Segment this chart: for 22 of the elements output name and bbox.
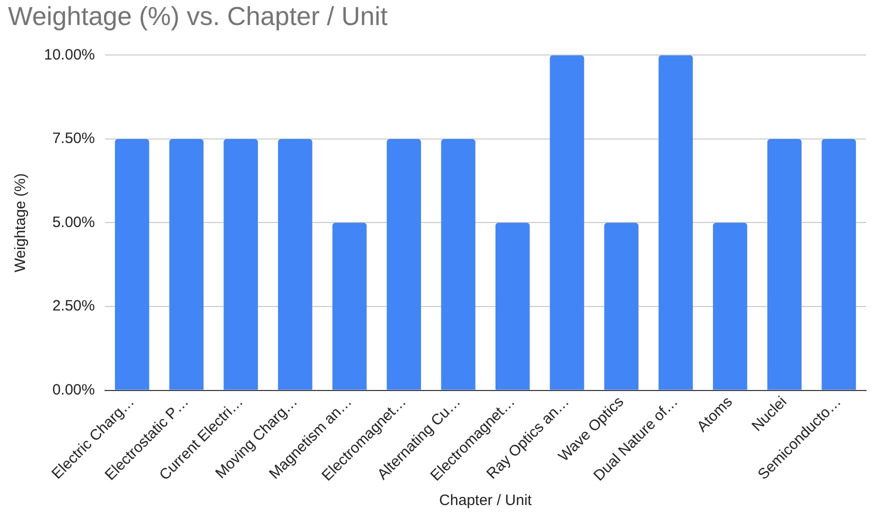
y-tick-label: 2.50% — [52, 298, 95, 315]
chart-title: Weightage (%) vs. Chapter / Unit — [8, 0, 388, 31]
bar — [278, 138, 312, 390]
bar — [332, 222, 367, 390]
y-axis-title: Weightage (%) — [12, 173, 30, 272]
y-tick-label: 10.00% — [44, 46, 95, 64]
bar — [495, 222, 530, 390]
bar — [604, 222, 638, 390]
bar — [550, 55, 584, 390]
bar — [114, 138, 150, 390]
y-tick-label: 7.50% — [52, 130, 95, 148]
y-tick-label: 5.00% — [52, 214, 95, 231]
x-axis-title: Chapter / Unit — [439, 492, 533, 510]
bar — [658, 55, 693, 390]
bar — [386, 138, 422, 390]
bar — [224, 138, 258, 390]
bar — [712, 222, 748, 390]
bar — [767, 138, 802, 390]
bar — [441, 138, 476, 390]
y-tick-label: 0.00% — [52, 381, 95, 398]
bar — [822, 138, 856, 390]
bar — [169, 138, 204, 390]
